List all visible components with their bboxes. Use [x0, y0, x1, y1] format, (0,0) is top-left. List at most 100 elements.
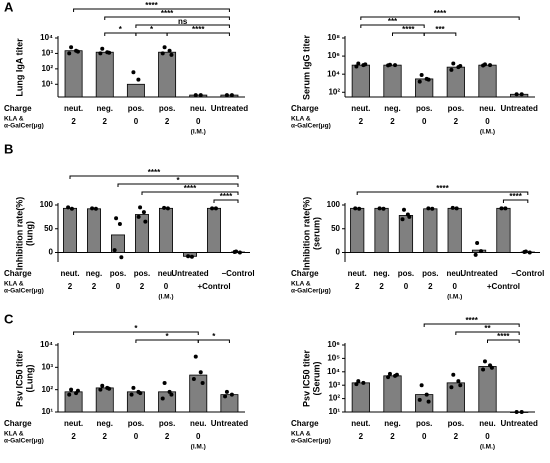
- dose-label: 2: [140, 282, 145, 291]
- x-tick-label: neg.: [384, 104, 400, 113]
- x-tick-label: pos.: [134, 269, 150, 278]
- y-tick-label: 10¹: [41, 79, 53, 88]
- bar: [126, 391, 145, 413]
- data-point: [426, 399, 431, 404]
- data-point: [98, 387, 103, 392]
- y-axis-label: Psv IC50 titer: [301, 349, 311, 407]
- row-label: α-GalCer(μg): [291, 123, 331, 130]
- x-tick-label: pos.: [128, 104, 144, 113]
- row-label: KLA &: [291, 116, 311, 123]
- bar: [350, 207, 365, 253]
- data-point: [426, 206, 431, 211]
- significance-bracket: [141, 191, 239, 195]
- bar: [206, 207, 221, 253]
- data-point: [136, 214, 141, 219]
- dose-label: 0: [196, 117, 201, 126]
- significance-label: *: [166, 332, 170, 341]
- data-point: [458, 64, 463, 69]
- x-tick-label: neg.: [86, 269, 102, 278]
- dose-label: 0: [422, 432, 427, 441]
- data-point: [114, 216, 119, 221]
- data-point: [193, 93, 198, 98]
- bar: [64, 50, 83, 98]
- significance-label: ****: [161, 9, 174, 18]
- data-point: [426, 77, 431, 82]
- dose-label: 0: [452, 282, 457, 291]
- row-label: Charge: [4, 419, 32, 428]
- significance-label: ****: [220, 192, 233, 201]
- significance-label: ****: [434, 9, 447, 18]
- dose-label: 2: [390, 117, 395, 126]
- dose-label: 2: [390, 432, 395, 441]
- dose-label: 0: [134, 117, 139, 126]
- x-tick-label: pos.: [128, 419, 144, 428]
- row-label: Charge: [291, 269, 319, 278]
- data-point: [451, 372, 456, 377]
- data-point: [66, 205, 71, 210]
- y-tick-label: 10¹: [328, 407, 340, 416]
- data-point: [75, 388, 80, 393]
- bar: [87, 208, 102, 253]
- data-point: [400, 217, 405, 222]
- data-point: [100, 46, 105, 51]
- dose-label: 2: [428, 282, 433, 291]
- data-point: [191, 377, 196, 382]
- row-label: Charge: [4, 104, 32, 113]
- bar: [415, 394, 434, 413]
- significance-label: ****: [184, 184, 197, 193]
- bar: [496, 207, 511, 253]
- y-axis-label: Inhibition rate(%): [301, 197, 311, 271]
- data-point: [229, 93, 234, 98]
- data-point: [386, 375, 391, 380]
- dose-label: 2: [92, 282, 97, 291]
- y-tick-label: 10⁶: [327, 340, 340, 349]
- significance-label: *: [119, 25, 123, 34]
- dose-label: 2: [68, 282, 73, 291]
- significance-label: *: [134, 324, 138, 333]
- data-point: [162, 380, 167, 385]
- significance-label: ****: [497, 332, 510, 341]
- bar: [63, 207, 78, 253]
- y-tick-label: 10²: [328, 394, 340, 403]
- data-point: [69, 206, 74, 211]
- y-tick-label: 10⁴: [327, 367, 340, 376]
- data-point: [489, 365, 494, 370]
- significance-bracket: [487, 339, 520, 343]
- dose-label: 2: [355, 282, 360, 291]
- y-axis-label: (lung): [24, 221, 34, 246]
- x-tick-label: neut.: [64, 104, 83, 113]
- data-point: [456, 379, 461, 384]
- significance-label: ****: [192, 25, 205, 34]
- significance-bracket: [135, 339, 199, 343]
- bar: [126, 83, 145, 98]
- panel-letter: C: [4, 311, 14, 326]
- dose-label: 0: [422, 117, 427, 126]
- x-tick-label: pos.: [398, 269, 414, 278]
- data-point: [451, 61, 456, 66]
- row-label: KLA &: [291, 431, 311, 438]
- data-point: [479, 249, 484, 254]
- data-point: [107, 50, 112, 55]
- significance-bracket: [213, 199, 239, 203]
- data-point: [100, 383, 105, 388]
- bar: [189, 374, 208, 413]
- significance-bracket: [356, 191, 529, 195]
- row-label: α-GalCer(μg): [4, 438, 44, 445]
- data-point: [386, 63, 391, 68]
- dose-label: 2: [165, 117, 170, 126]
- x-tick-label: neut.: [351, 104, 370, 113]
- data-point: [224, 389, 229, 394]
- y-tick-label: 10³: [41, 362, 53, 371]
- y-axis-label: (Serum): [311, 361, 321, 395]
- dose-note: (I.M.): [480, 129, 495, 136]
- data-point: [136, 77, 141, 82]
- row-label: α-GalCer(μg): [4, 288, 44, 295]
- significance-label: ****: [436, 184, 449, 193]
- bar: [64, 391, 83, 413]
- dose-note: (I.M.): [191, 129, 206, 136]
- dose-label: +Control: [487, 282, 520, 291]
- x-tick-label: neut.: [64, 419, 83, 428]
- bar: [510, 411, 529, 413]
- y-tick-label: 10⁵: [327, 354, 340, 363]
- significance-label: ***: [388, 17, 398, 26]
